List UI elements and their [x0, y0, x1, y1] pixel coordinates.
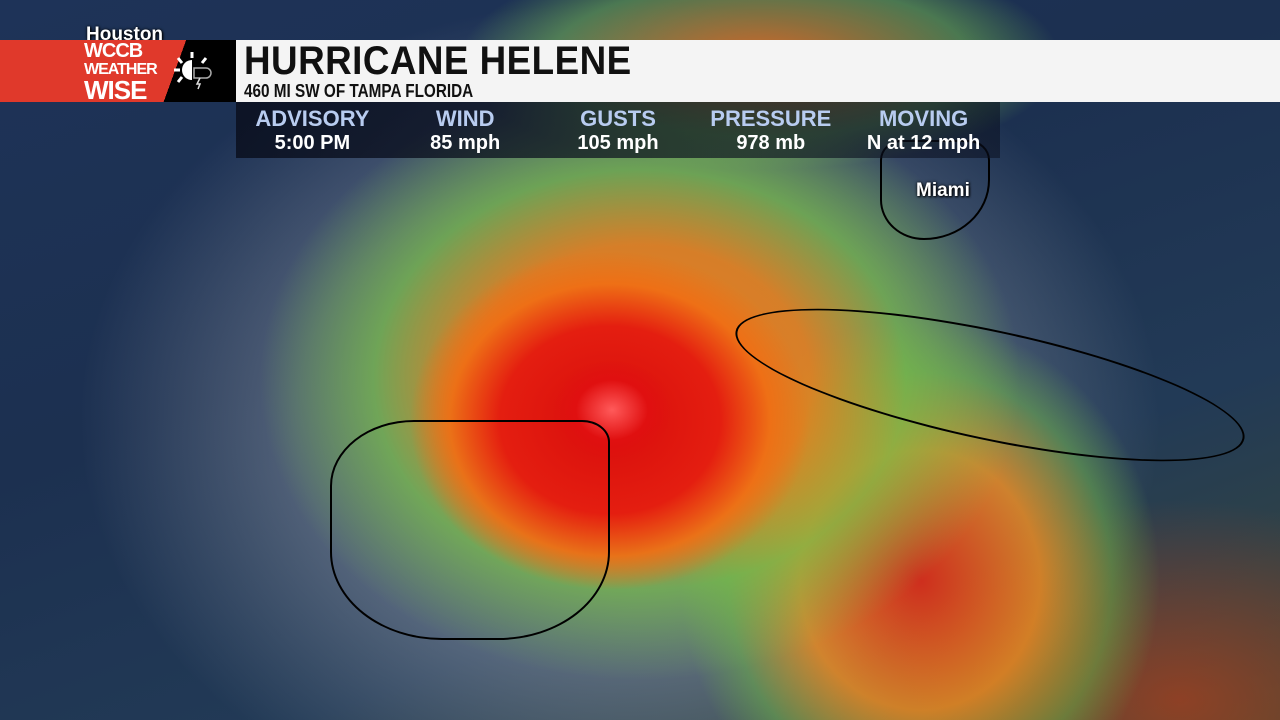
stat-pressure: PRESSURE 978 mb — [694, 102, 847, 158]
stat-value: 978 mb — [736, 132, 806, 154]
sun-storm-icon — [174, 52, 212, 90]
stat-label: PRESSURE — [710, 106, 832, 131]
stat-moving: MOVING N at 12 mph — [847, 102, 1000, 158]
stat-value: 105 mph — [577, 132, 659, 154]
stat-wind: WIND 85 mph — [389, 102, 542, 158]
logo-line1: WCCB — [84, 40, 143, 62]
stat-label: ADVISORY — [255, 106, 370, 131]
storm-stats-bar: ADVISORY 5:00 PM WIND 85 mph GUSTS 105 mph … — [236, 102, 1000, 158]
stat-gusts: GUSTS 105 mph — [542, 102, 695, 158]
stat-label: MOVING — [878, 106, 969, 131]
storm-title: HURRICANE HELENE — [244, 39, 632, 83]
cuba-coastline — [724, 277, 1256, 493]
logo-line2: WEATHER — [84, 61, 158, 78]
stat-value: 5:00 PM — [274, 132, 351, 154]
yucatan-coastline — [330, 420, 610, 640]
stat-value: 85 mph — [430, 132, 501, 154]
logo-line3: WISE — [84, 75, 147, 105]
city-label-houston: Houston — [86, 24, 164, 45]
stat-label: WIND — [435, 106, 495, 131]
stat-advisory: ADVISORY 5:00 PM — [236, 102, 389, 158]
stat-label: GUSTS — [580, 106, 656, 131]
title-banner: HURRICANE HELENE 460 MI SW OF TAMPA FLOR… — [236, 40, 1280, 102]
wccb-weather-wise-logo: WCCB WEATHER WISE — [0, 40, 236, 105]
storm-location: 460 MI SW OF TAMPA FLORIDA — [244, 81, 474, 101]
stat-value: N at 12 mph — [866, 132, 981, 154]
city-label-miami: Miami — [916, 180, 970, 201]
